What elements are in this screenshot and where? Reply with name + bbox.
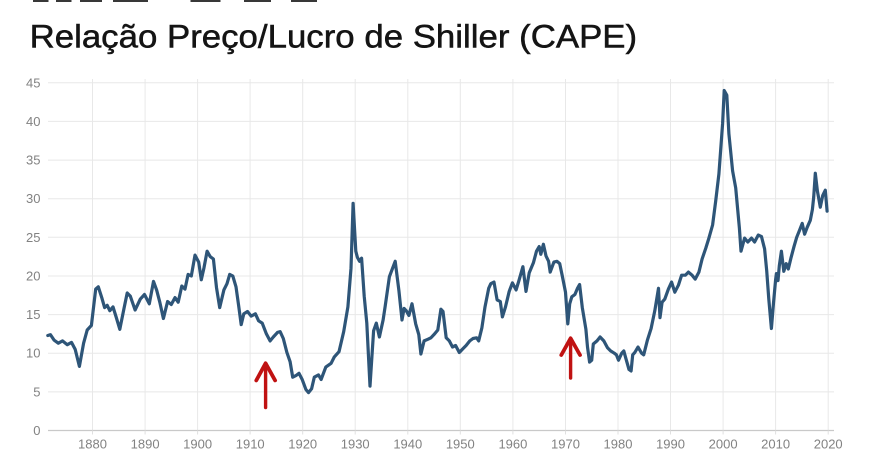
svg-text:2010: 2010 <box>761 437 790 452</box>
svg-text:30: 30 <box>26 191 40 206</box>
svg-text:15: 15 <box>26 307 40 322</box>
svg-text:1940: 1940 <box>393 437 422 452</box>
svg-text:0: 0 <box>33 423 40 438</box>
svg-text:2020: 2020 <box>814 437 843 452</box>
svg-text:1950: 1950 <box>446 437 475 452</box>
svg-text:20: 20 <box>26 269 40 284</box>
svg-text:45: 45 <box>26 75 40 90</box>
svg-text:35: 35 <box>26 153 40 168</box>
svg-text:Relação Preço/Lucro de Shiller: Relação Preço/Lucro de Shiller (CAPE) <box>30 18 638 54</box>
svg-text:40: 40 <box>26 114 40 129</box>
svg-text:2000: 2000 <box>709 437 738 452</box>
svg-text:1960: 1960 <box>498 437 527 452</box>
svg-text:10: 10 <box>26 346 40 361</box>
svg-text:1900: 1900 <box>183 437 212 452</box>
svg-text:1920: 1920 <box>288 437 317 452</box>
svg-text:1980: 1980 <box>604 437 633 452</box>
svg-text:25: 25 <box>26 230 40 245</box>
svg-text:1910: 1910 <box>236 437 265 452</box>
svg-text:5: 5 <box>33 384 40 399</box>
svg-text:1990: 1990 <box>656 437 685 452</box>
svg-text:1890: 1890 <box>131 437 160 452</box>
svg-text:1970: 1970 <box>551 437 580 452</box>
svg-text:1930: 1930 <box>341 437 370 452</box>
svg-text:1880: 1880 <box>78 437 107 452</box>
